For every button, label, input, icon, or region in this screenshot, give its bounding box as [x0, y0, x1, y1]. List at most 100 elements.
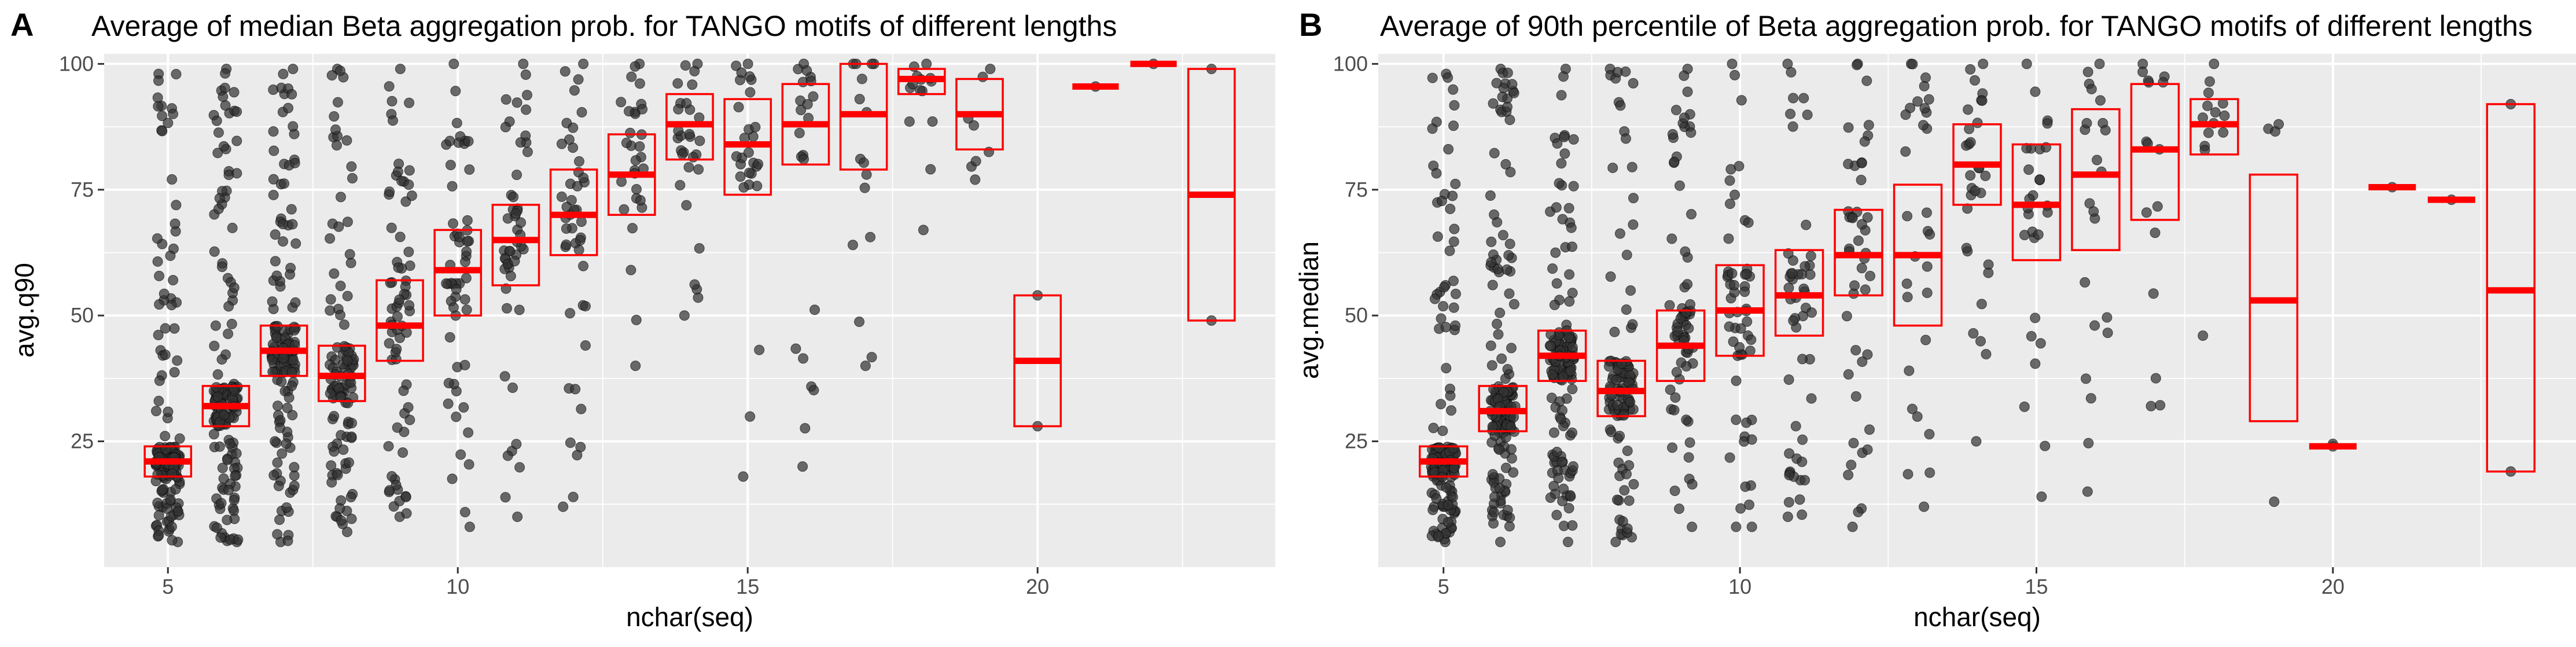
data-point: [809, 304, 820, 315]
data-point: [1785, 108, 1796, 119]
data-point: [516, 217, 527, 228]
data-point: [289, 462, 300, 473]
data-point: [1741, 269, 1752, 280]
data-point: [1746, 521, 1757, 532]
data-point: [1488, 506, 1499, 517]
data-point: [731, 151, 742, 162]
data-point: [1567, 427, 1578, 438]
data-point: [687, 152, 698, 163]
data-point: [1783, 497, 1794, 508]
data-point: [1625, 396, 1636, 407]
data-point: [560, 66, 571, 77]
data-point: [169, 323, 180, 334]
data-point: [694, 112, 705, 123]
data-point: [679, 310, 690, 321]
data-point: [459, 359, 470, 370]
data-point: [794, 127, 805, 138]
data-point: [1964, 123, 1975, 134]
y-tick-label: 75: [1345, 178, 1368, 201]
data-point: [1802, 109, 1813, 120]
data-point: [1783, 282, 1794, 293]
data-point: [215, 532, 226, 543]
data-point: [1743, 217, 1754, 228]
data-point: [2205, 76, 2216, 87]
data-point: [2219, 110, 2230, 121]
data-point: [1503, 250, 1514, 261]
data-point: [1686, 127, 1697, 138]
data-point: [578, 260, 589, 271]
data-point: [1567, 341, 1578, 352]
data-point: [212, 369, 223, 380]
data-point: [561, 223, 572, 234]
data-point: [325, 294, 336, 305]
data-point: [1499, 387, 1510, 398]
data-point: [735, 171, 746, 182]
data-point: [521, 104, 532, 115]
data-point: [2150, 227, 2161, 238]
data-point: [1553, 473, 1564, 484]
data-point: [1963, 104, 1974, 115]
data-point: [219, 410, 230, 421]
data-point: [1508, 467, 1519, 478]
data-point: [153, 101, 164, 112]
data-point: [1729, 189, 1740, 200]
data-point: [1487, 280, 1498, 291]
data-point: [451, 117, 462, 128]
data-point: [336, 430, 347, 441]
data-point: [1667, 442, 1678, 453]
data-point: [2203, 127, 2214, 138]
data-point: [1427, 72, 1438, 83]
data-point: [565, 308, 576, 319]
data-point: [568, 491, 579, 502]
data-point: [731, 60, 742, 71]
data-point: [1782, 512, 1793, 523]
data-point: [338, 444, 349, 455]
data-point: [1550, 247, 1561, 258]
data-point: [1486, 236, 1497, 247]
data-point: [1859, 136, 1870, 147]
data-point: [2089, 320, 2100, 331]
data-point: [325, 388, 336, 399]
data-point: [168, 275, 179, 286]
data-point: [1506, 343, 1517, 354]
data-point: [288, 121, 299, 132]
data-point: [518, 58, 529, 69]
data-point: [2102, 328, 2113, 339]
data-point: [2082, 486, 2093, 497]
data-point: [274, 422, 285, 433]
data-point: [229, 495, 240, 506]
data-point: [1664, 300, 1675, 311]
data-point: [1682, 86, 1693, 97]
data-point: [1841, 311, 1852, 322]
data-point: [290, 297, 301, 308]
data-point: [347, 173, 358, 184]
data-point: [447, 181, 458, 192]
data-point: [1567, 384, 1578, 395]
data-point: [386, 222, 397, 233]
data-point: [1611, 374, 1622, 385]
data-point: [1500, 373, 1511, 384]
data-point: [278, 68, 289, 79]
data-point: [464, 521, 475, 532]
data-point: [2092, 155, 2103, 166]
data-point: [1849, 280, 1860, 291]
data-point: [1922, 261, 1933, 272]
data-point: [1856, 157, 1867, 168]
data-point: [400, 491, 411, 502]
data-point: [694, 243, 705, 254]
data-point: [854, 94, 865, 105]
data-point: [286, 89, 297, 100]
data-point: [1862, 444, 1873, 455]
data-point: [1614, 431, 1625, 442]
data-point: [626, 71, 637, 82]
data-point: [1797, 456, 1808, 467]
data-point: [1496, 353, 1507, 364]
data-point: [464, 164, 475, 175]
y-tick-label: 25: [71, 429, 94, 453]
data-point: [505, 271, 516, 282]
data-point: [1919, 80, 1930, 91]
data-point: [2158, 77, 2169, 88]
data-point: [512, 512, 523, 523]
data-point: [1742, 316, 1753, 327]
data-point: [1975, 336, 1986, 347]
